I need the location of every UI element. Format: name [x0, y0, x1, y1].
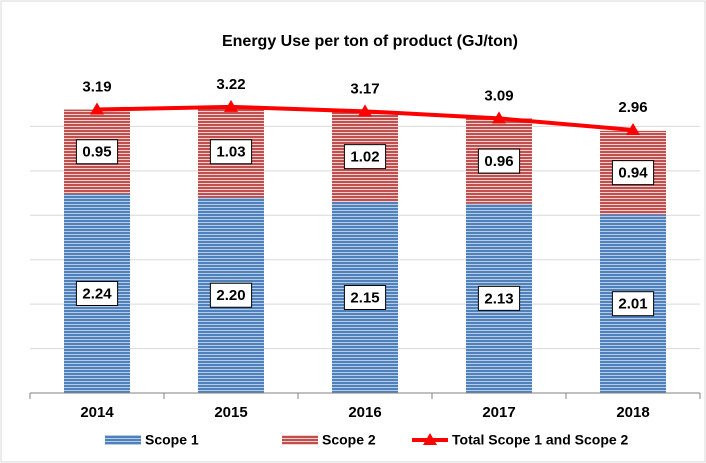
data-label-box: [477, 148, 521, 174]
line-label: 3.22: [216, 76, 245, 93]
line-label: 2.96: [618, 99, 647, 116]
data-label-box: [343, 284, 387, 310]
x-tick-label: 2014: [80, 404, 114, 421]
data-label: 2.15: [350, 289, 379, 306]
data-label: 0.96: [484, 153, 513, 170]
data-label-box: [477, 285, 521, 311]
x-tick-label: 2017: [482, 404, 515, 421]
data-label: 0.95: [82, 144, 111, 161]
line-marker: [224, 99, 238, 112]
line-label: 3.17: [350, 80, 379, 97]
chart-title: Energy Use per ton of product (GJ/ton): [222, 33, 518, 50]
data-label: 2.13: [484, 290, 513, 307]
legend-marker: [423, 433, 437, 445]
data-label-box: [343, 144, 387, 170]
data-label-box: [209, 282, 253, 308]
x-tick-label: 2015: [214, 404, 247, 421]
line-label: 3.19: [82, 79, 111, 96]
legend-label: Scope 2: [322, 432, 376, 448]
legend-label: Total Scope 1 and Scope 2: [452, 432, 629, 448]
data-label-box: [75, 280, 119, 306]
data-label-box: [75, 139, 119, 165]
line-marker: [358, 104, 372, 117]
data-label-box: [209, 139, 253, 165]
data-label: 2.24: [82, 285, 112, 302]
line-marker: [90, 102, 104, 115]
legend-label: Scope 1: [145, 432, 199, 448]
x-tick-label: 2018: [616, 404, 649, 421]
data-label: 0.94: [618, 165, 648, 182]
data-label: 2.20: [216, 287, 245, 304]
data-label-box: [611, 160, 655, 186]
line-marker: [492, 111, 506, 124]
data-label: 1.02: [350, 149, 379, 166]
legend-swatch: [105, 435, 141, 445]
line-marker: [626, 122, 640, 135]
line-label: 3.09: [484, 87, 513, 104]
data-label-box: [611, 291, 655, 317]
legend-swatch: [282, 435, 318, 445]
data-label: 1.03: [216, 144, 245, 161]
x-tick-label: 2016: [348, 404, 381, 421]
data-label: 2.01: [618, 296, 647, 313]
